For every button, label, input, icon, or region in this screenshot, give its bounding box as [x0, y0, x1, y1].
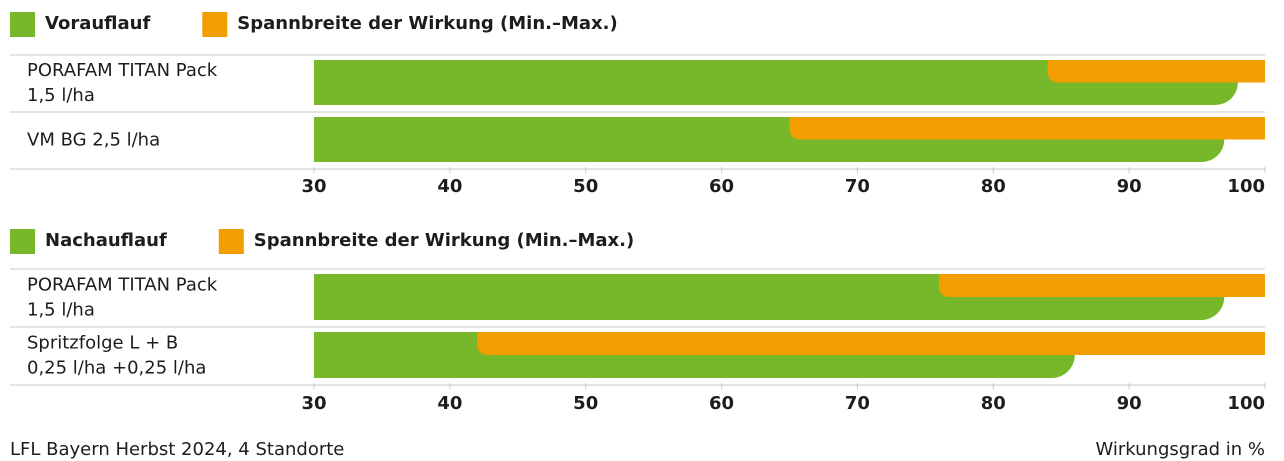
x-tick-label: 30 [301, 393, 326, 414]
legend-label: Vorauflauf [45, 13, 150, 34]
x-tick-label: 60 [709, 393, 734, 414]
x-tick-label: 80 [981, 393, 1006, 414]
x-tick-label: 90 [1117, 176, 1142, 197]
category-label: Spritzfolge L + B [27, 333, 178, 354]
x-tick-label: 70 [845, 176, 870, 197]
x-tick-label: 80 [981, 176, 1006, 197]
category-label: 1,5 l/ha [27, 300, 95, 321]
range-bar [477, 332, 1265, 355]
bar [314, 60, 1238, 105]
legend-swatch [218, 229, 244, 254]
x-tick-label: 30 [301, 176, 326, 197]
category-label: 0,25 l/ha +0,25 l/ha [27, 358, 206, 379]
x-tick-label: 60 [709, 176, 734, 197]
legend-label: Spannbreite der Wirkung (Min.–Max.) [237, 13, 617, 34]
range-bar [789, 117, 1265, 140]
category-label: VM BG 2,5 l/ha [27, 130, 160, 151]
legend-swatch [10, 229, 35, 254]
x-tick-label: 40 [437, 393, 462, 414]
category-label: 1,5 l/ha [27, 85, 95, 106]
x-tick-label: 50 [573, 393, 598, 414]
x-tick-label: 100 [1227, 176, 1265, 197]
x-tick-label: 90 [1117, 393, 1142, 414]
x-tick-label: 40 [437, 176, 462, 197]
category-label: PORAFAM TITAN Pack [27, 275, 218, 296]
legend-label: Spannbreite der Wirkung (Min.–Max.) [254, 230, 634, 251]
source-note: LFL Bayern Herbst 2024, 4 Standorte [10, 439, 344, 460]
legend-label: Nachauflauf [45, 230, 167, 251]
range-bar [938, 274, 1265, 297]
x-axis-label: Wirkungsgrad in % [1095, 439, 1265, 460]
legend-swatch [202, 12, 228, 37]
x-tick-label: 70 [845, 393, 870, 414]
x-tick-label: 100 [1227, 393, 1265, 414]
x-tick-label: 50 [573, 176, 598, 197]
category-label: PORAFAM TITAN Pack [27, 60, 218, 81]
range-bar [1047, 60, 1265, 83]
legend-swatch [10, 12, 35, 37]
